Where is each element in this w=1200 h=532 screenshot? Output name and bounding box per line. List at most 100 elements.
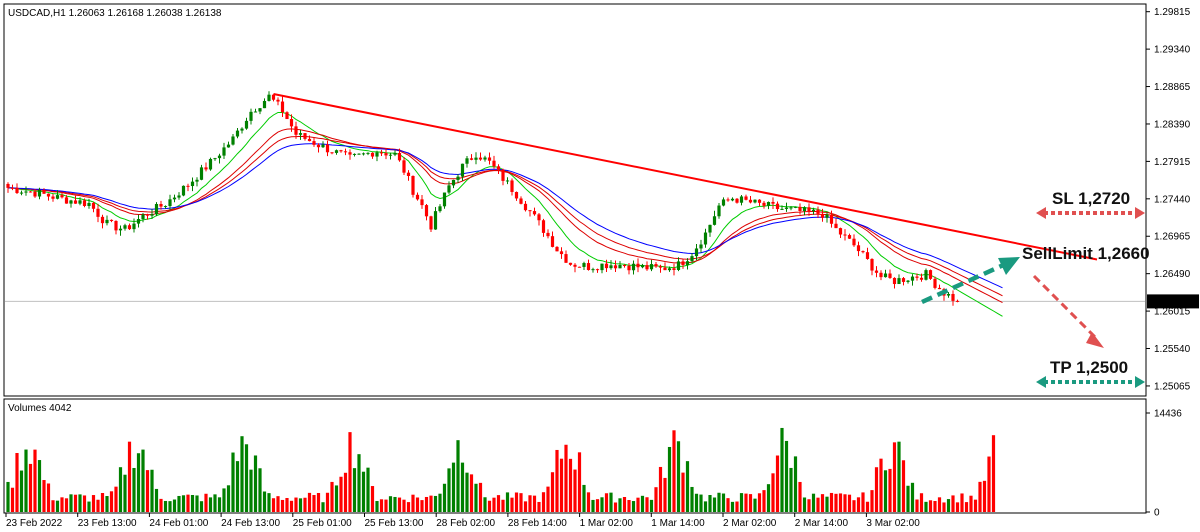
candle-body (784, 207, 789, 209)
volume-bar (654, 487, 658, 512)
volume-bar (852, 500, 856, 512)
volume-bar (244, 444, 249, 512)
volume-bar (438, 493, 442, 512)
candle-body (924, 270, 928, 280)
volume-bar (379, 499, 384, 512)
volume-bar (586, 492, 591, 512)
time-tick-label: 28 Feb 02:00 (436, 518, 495, 529)
volume-bar (357, 454, 361, 512)
volume-bar (478, 482, 483, 512)
candle-body (361, 153, 366, 155)
candle-body (64, 197, 69, 204)
volume-bar (978, 481, 982, 512)
volume-bar (730, 501, 735, 512)
volume-bar (253, 455, 258, 512)
volume-bar (429, 495, 433, 512)
volume-bar (879, 458, 883, 512)
price-tick-label: 1.29815 (1154, 7, 1191, 18)
volume-bar (883, 470, 888, 512)
candle-body (411, 175, 415, 195)
candle-body (501, 169, 505, 181)
candle-body (69, 200, 73, 204)
candle-body (712, 216, 717, 225)
candle-body (897, 278, 901, 285)
price-panel[interactable] (3, 3, 1147, 397)
volume-bar (231, 452, 235, 512)
candle-body (663, 267, 667, 271)
volume-bar (186, 494, 190, 512)
current-price-label: 1.26138 (1152, 297, 1189, 308)
volume-bar (73, 494, 78, 512)
volume-bar (330, 481, 334, 512)
volume-bar (924, 501, 928, 512)
candle-body (217, 155, 222, 159)
candle-body (442, 192, 447, 207)
candle-body (955, 300, 960, 302)
candle-body (96, 208, 100, 217)
volume-bar (672, 430, 676, 512)
candle-body (222, 147, 226, 156)
volume-bar (555, 449, 559, 512)
volume-bar (550, 472, 555, 512)
candle-body (717, 205, 721, 217)
volume-bar (204, 493, 208, 512)
volume-bar (829, 492, 834, 512)
arrow-to-tp (1032, 274, 1098, 340)
candlesticks (6, 91, 960, 306)
candle-body (271, 94, 276, 100)
candle-body (568, 262, 573, 265)
candle-body (541, 220, 546, 233)
candle-body (352, 153, 357, 155)
candle-body (604, 263, 609, 269)
candle-body (919, 277, 924, 280)
candle-body (676, 261, 681, 270)
volume-bar (127, 441, 132, 512)
volume-bar (645, 497, 649, 512)
candle-body (199, 167, 204, 180)
candle-body (645, 265, 649, 270)
volume-bar (55, 500, 60, 512)
time-tick-label: 23 Feb 13:00 (78, 518, 137, 529)
candle-body (226, 144, 231, 148)
volume-bar (721, 493, 726, 512)
time-tick-label: 23 Feb 2022 (6, 518, 63, 529)
volume-bar (735, 501, 739, 512)
volume-bar (181, 495, 186, 512)
volume-bar (946, 499, 951, 512)
candle-body (811, 209, 816, 212)
candle-body (136, 219, 141, 224)
candle-body (298, 133, 303, 135)
volume-bar (802, 497, 807, 512)
candle-body (244, 120, 249, 129)
volume-bars (6, 427, 996, 512)
candle-body (393, 152, 397, 155)
volume-axis: 14436 0 (1146, 409, 1182, 519)
candle-body (105, 219, 109, 224)
volume-bar (406, 502, 411, 512)
price-tick-label: 1.28390 (1154, 119, 1191, 130)
volume-bar (415, 497, 420, 512)
candle-body (172, 197, 177, 200)
candle-body (609, 265, 613, 269)
volume-bar (838, 493, 843, 512)
volume-bar (969, 495, 973, 512)
volume-bar (249, 469, 253, 512)
candle-body (10, 187, 15, 189)
candle-body (276, 99, 280, 102)
volume-bar (906, 485, 910, 512)
candle-body (357, 153, 361, 155)
candle-body (748, 199, 753, 203)
volume-bar (258, 468, 262, 512)
arrow-head-icon (1086, 332, 1104, 348)
volume-bar (708, 494, 712, 512)
candle-body (847, 235, 852, 239)
candle-body (78, 200, 82, 204)
volume-bar (793, 456, 798, 512)
candle-body (478, 157, 483, 160)
volume-bar (744, 493, 748, 512)
volume-bar (631, 501, 636, 512)
candle-body (699, 244, 703, 249)
volume-bar (663, 477, 667, 512)
candle-body (618, 265, 622, 269)
